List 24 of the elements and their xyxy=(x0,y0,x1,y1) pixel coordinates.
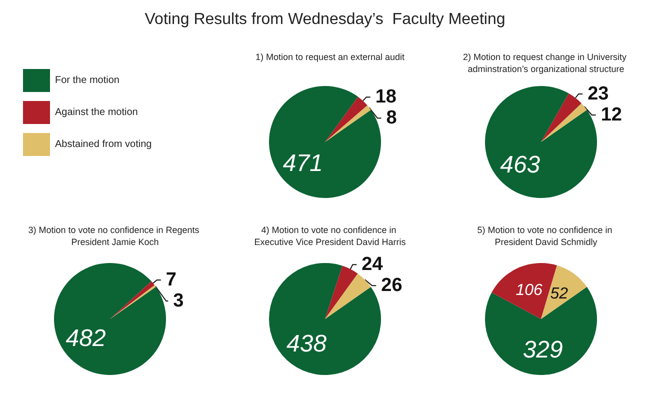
legend-label: For the motion xyxy=(55,75,120,86)
data-label: 463 xyxy=(500,151,541,178)
data-label: 52 xyxy=(550,285,568,302)
data-label: 482 xyxy=(66,324,106,352)
data-label: 3 xyxy=(173,290,184,312)
data-label: 23 xyxy=(588,83,609,104)
data-label: 8 xyxy=(386,108,397,129)
chart-title: 3) Motion to vote no confidence in Regents President Jamie Koch xyxy=(28,225,202,247)
chart-title: 2) Motion to request change in University adminstration’s organizational structure xyxy=(462,52,630,74)
legend-label: Abstained from voting xyxy=(55,139,152,150)
legend-label: Against the motion xyxy=(55,107,138,118)
text: Voting Results from Wednesday’s Faculty Meeting xyxy=(144,11,506,29)
data-label: 12 xyxy=(600,104,622,126)
data-label: 7 xyxy=(166,269,176,290)
data-label: 106 xyxy=(516,282,543,299)
data-label: 329 xyxy=(522,336,563,364)
data-label: 18 xyxy=(375,86,396,108)
data-label: 438 xyxy=(286,330,328,358)
data-label: 24 xyxy=(362,254,384,276)
chart-title: 4) Motion to vote no confidence in Executive Vice President David Harris xyxy=(254,225,406,247)
data-label: 471 xyxy=(282,150,323,178)
chart-title: 5) Motion to vote no confidence in President David Schmidly xyxy=(477,225,615,247)
data-label: 26 xyxy=(381,275,402,296)
chart-title: 1) Motion to request an external audit xyxy=(255,52,406,62)
